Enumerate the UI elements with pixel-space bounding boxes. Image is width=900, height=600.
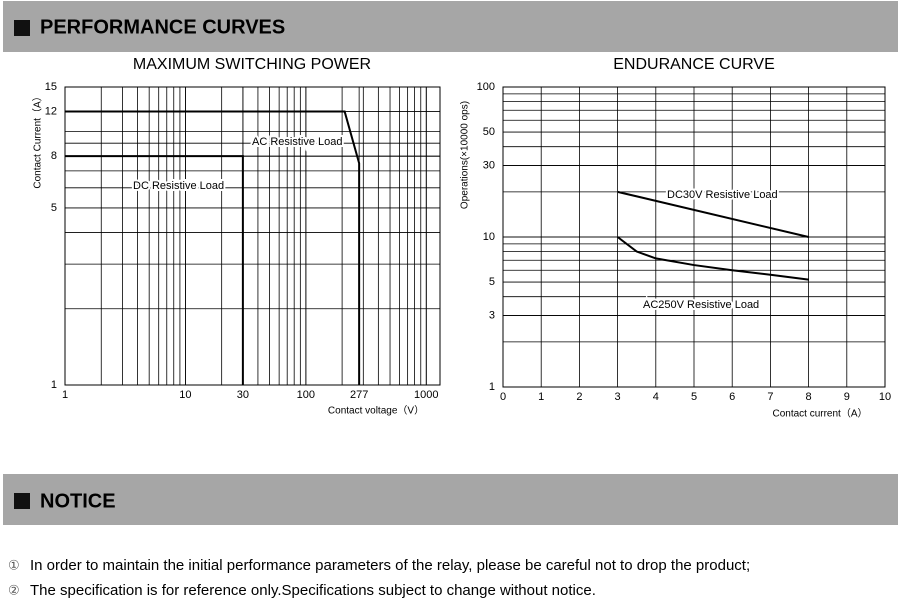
y-tick-label: 30: [483, 159, 495, 171]
y-axis-title: Operations(×10000 ops): [460, 101, 471, 209]
chart-title: MAXIMUM SWITCHING POWER: [133, 56, 371, 73]
series-label: AC Resistive Load: [252, 136, 343, 148]
notice-text: The specification is for reference only.…: [30, 582, 596, 599]
x-tick-label: 8: [806, 391, 812, 403]
x-tick-label: 277: [350, 389, 368, 401]
x-tick-label: 4: [653, 391, 659, 403]
y-tick-label: 8: [51, 150, 57, 162]
y-axis-title: Contact Current（A）: [32, 91, 44, 188]
x-tick-label: 30: [237, 389, 249, 401]
x-tick-label: 3: [615, 391, 621, 403]
y-tick-label: 100: [477, 81, 495, 93]
x-tick-label: 1: [538, 391, 544, 403]
y-tick-label: 1: [489, 381, 495, 393]
banner-icon: [14, 20, 30, 36]
banner-title: NOTICE: [40, 490, 116, 512]
curve: [617, 190, 809, 238]
y-tick-label: 15: [45, 81, 57, 93]
banner: [3, 474, 898, 525]
banner: [3, 1, 898, 52]
notice-number: ②: [8, 582, 20, 597]
notice-number: ①: [8, 557, 20, 572]
x-tick-label: 1000: [414, 389, 438, 401]
x-tick-label: 5: [691, 391, 697, 403]
y-tick-label: 5: [51, 202, 57, 214]
curve: [616, 236, 809, 281]
banner-title: PERFORMANCE CURVES: [40, 16, 285, 38]
curve: [65, 110, 361, 385]
x-tick-label: 10: [179, 389, 191, 401]
y-tick-label: 12: [45, 105, 57, 117]
y-tick-label: 5: [489, 276, 495, 288]
series-label: DC30V Resistive Load: [667, 189, 778, 201]
x-tick-label: 0: [500, 391, 506, 403]
x-tick-label: 6: [729, 391, 735, 403]
chart-title: ENDURANCE CURVE: [613, 56, 775, 73]
x-tick-label: 9: [844, 391, 850, 403]
x-axis-title: Contact voltage（V）: [328, 405, 424, 417]
x-tick-label: 7: [767, 391, 773, 403]
series-label: AC250V Resistive Load: [643, 299, 759, 311]
x-axis-title: Contact current（A）: [772, 408, 867, 420]
curve: [65, 155, 244, 385]
x-tick-label: 1: [62, 389, 68, 401]
notice-text: In order to maintain the initial perform…: [30, 557, 750, 574]
y-tick-label: 10: [483, 231, 495, 243]
x-tick-label: 100: [297, 389, 315, 401]
y-tick-label: 3: [489, 309, 495, 321]
y-tick-label: 50: [483, 126, 495, 138]
banner-icon: [14, 493, 30, 509]
x-tick-label: 2: [576, 391, 582, 403]
y-tick-label: 1: [51, 379, 57, 391]
x-tick-label: 10: [879, 391, 891, 403]
series-label: DC Resistive Load: [133, 180, 224, 192]
